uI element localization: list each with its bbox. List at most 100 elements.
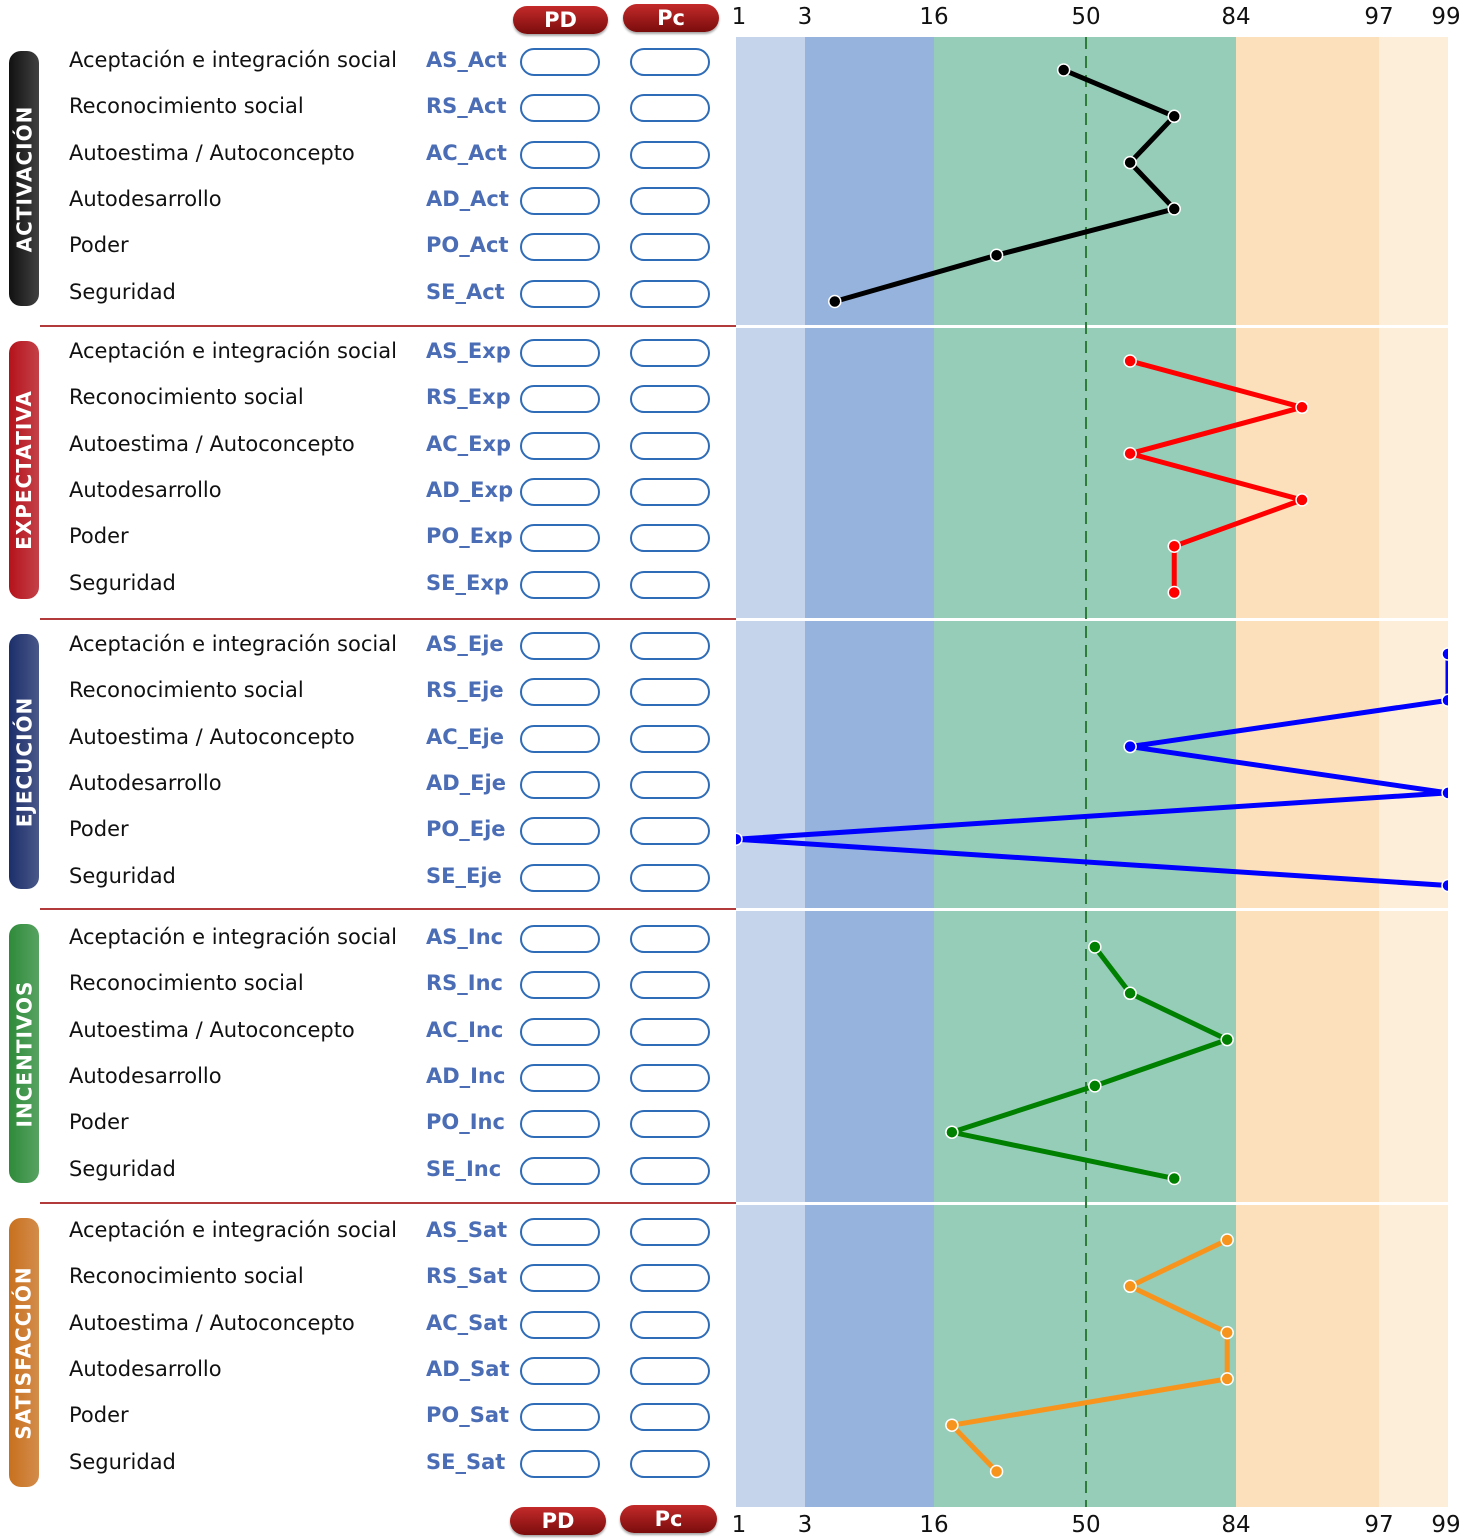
row-label: Aceptación e integración social [69,339,397,363]
pd-input[interactable] [520,431,600,460]
pc-input[interactable] [630,1218,710,1246]
row-code: SE_Inc [426,1156,502,1181]
pc-input[interactable] [630,186,710,215]
section-tab-0: ACTIVACIÓN [9,51,39,306]
pc-input[interactable] [630,1110,710,1139]
pc-input[interactable] [630,971,710,1000]
pd-input[interactable] [520,1063,600,1092]
pc-input[interactable] [630,632,710,660]
pc-input[interactable] [630,431,710,460]
row-code: PO_Act [426,233,509,258]
pd-input[interactable] [520,1264,600,1293]
pd-input[interactable] [520,1110,600,1139]
pd-input[interactable] [520,570,600,599]
pd-input[interactable] [520,279,600,308]
pd-input[interactable] [520,1403,600,1432]
pd-input[interactable] [520,339,600,367]
row-code: AS_Exp [426,339,511,363]
chart-section-separator [736,1202,1448,1205]
row-code: AS_Sat [426,1218,508,1242]
pd-input[interactable] [520,1449,600,1478]
row-code: PO_Exp [426,524,513,549]
pd-footer-label: PD [510,1507,606,1535]
pd-input[interactable] [520,863,600,892]
series-2-point-3 [1441,786,1448,800]
pc-input[interactable] [630,385,710,414]
row-code: AD_Sat [426,1356,510,1381]
pd-input[interactable] [520,1156,600,1185]
pc-input[interactable] [630,570,710,599]
pc-input[interactable] [630,1063,710,1092]
pd-input[interactable] [520,477,600,506]
pc-input[interactable] [630,817,710,846]
pd-input[interactable] [520,724,600,753]
pc-input[interactable] [630,477,710,506]
pd-input[interactable] [520,524,600,553]
pd-input[interactable] [520,925,600,953]
pc-input[interactable] [630,1403,710,1432]
section-tab-4: SATISFACCIÓN [9,1218,39,1487]
row-label: Autodesarrollo [69,1063,222,1088]
pc-input[interactable] [630,1017,710,1046]
row-code: AC_Eje [426,724,504,749]
series-1-point-3 [1295,493,1309,507]
series-4-point-3 [1220,1372,1234,1386]
pd-input[interactable] [520,48,600,76]
pc-input[interactable] [630,339,710,367]
pc-input[interactable] [630,48,710,76]
pd-input[interactable] [520,233,600,262]
chart-section-separator [736,908,1448,911]
pd-input[interactable] [520,186,600,215]
pc-input[interactable] [630,233,710,262]
bottom-tick-4: 84 [1221,1512,1251,1538]
pd-input[interactable] [520,140,600,169]
row-code: RS_Exp [426,385,511,410]
band-3 [1086,37,1236,1507]
pc-input[interactable] [630,1156,710,1185]
series-2-point-0 [1441,647,1448,661]
pc-header-label: Pc [623,4,719,32]
pd-input[interactable] [520,1017,600,1046]
series-3-point-1 [1123,986,1137,1001]
top-tick-6: 99 [1431,4,1461,30]
pc-input[interactable] [630,724,710,753]
pc-input[interactable] [630,279,710,308]
pd-input[interactable] [520,632,600,660]
pc-input[interactable] [630,524,710,553]
row-code: PO_Sat [426,1403,510,1428]
pd-input[interactable] [520,1310,600,1339]
series-line-0 [834,67,1177,304]
pd-input[interactable] [520,971,600,1000]
pd-input[interactable] [520,770,600,799]
pc-input[interactable] [630,140,710,169]
series-line-2 [736,654,1448,888]
pd-input[interactable] [520,94,600,123]
band-0 [736,37,805,1507]
pc-input[interactable] [630,1449,710,1478]
series-1-point-1 [1295,400,1309,415]
pd-input[interactable] [520,678,600,707]
row-label: Poder [69,233,129,258]
row-code: AC_Inc [426,1017,504,1042]
pc-input[interactable] [630,925,710,953]
band-5 [1379,37,1448,1507]
pd-input[interactable] [520,817,600,846]
profile-chart [736,37,1448,1507]
pd-header-label: PD [513,6,608,34]
pc-input[interactable] [630,1356,710,1385]
pc-input[interactable] [630,94,710,123]
pd-input[interactable] [520,1356,600,1385]
pc-input[interactable] [630,1264,710,1293]
pd-input[interactable] [520,1218,600,1246]
pc-input[interactable] [630,678,710,707]
row-code: AC_Act [426,140,507,165]
series-2-point-5 [1441,878,1448,893]
row-code: SE_Eje [426,863,502,888]
pc-input[interactable] [630,1310,710,1339]
series-3-point-3 [1088,1079,1102,1093]
row-label: Autodesarrollo [69,770,222,795]
pd-input[interactable] [520,385,600,414]
series-0-point-1 [1167,109,1181,124]
pc-input[interactable] [630,770,710,799]
pc-input[interactable] [630,863,710,892]
